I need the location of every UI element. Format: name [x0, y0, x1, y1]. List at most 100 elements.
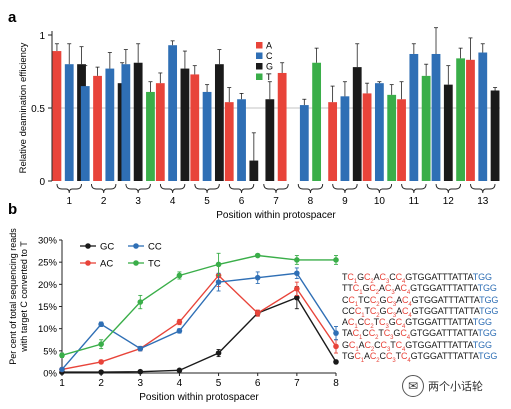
- data-point: [294, 270, 300, 277]
- legend-label: C: [266, 51, 273, 61]
- group-bracket: [366, 183, 393, 194]
- sequence-segment: GTGGATTTATTA: [411, 305, 480, 316]
- sequence-subscript: 2: [370, 346, 375, 353]
- data-point: [333, 257, 339, 263]
- sequence-segment: T: [378, 328, 384, 339]
- data-point: [294, 257, 300, 263]
- legend-label: G: [266, 62, 273, 72]
- legend-label: T: [266, 72, 272, 82]
- sequence-segment: T: [364, 305, 370, 316]
- x-tick-label: 1: [66, 196, 72, 207]
- sequence-segment: C: [347, 317, 355, 328]
- sequence-line: TC1GC2AC3CC4GTGGATTTATTATGG: [342, 272, 498, 285]
- bar: [328, 102, 338, 181]
- group-bracket: [194, 183, 220, 194]
- bar: [133, 62, 143, 181]
- sequence-segment: C: [357, 317, 365, 328]
- sequence-segment: C: [379, 272, 387, 282]
- x-tick-label: 12: [443, 196, 455, 207]
- sequence-segment: C: [379, 317, 386, 328]
- data-point: [98, 369, 104, 375]
- sequence-subscript: 2: [376, 312, 380, 319]
- y-axis-label: Relative deamination efficiency: [18, 42, 29, 173]
- sequence-segment: GTGGATTTATTA: [405, 339, 473, 350]
- x-axis-label: Position within protospacer: [139, 392, 259, 403]
- legend-label: CC: [148, 242, 162, 253]
- sequence-segment: A: [358, 339, 365, 350]
- sequence-segment: G: [388, 317, 396, 328]
- bar: [249, 160, 259, 181]
- data-point: [215, 279, 222, 285]
- sequence-segment: C: [400, 328, 407, 339]
- bar: [190, 74, 200, 181]
- group-bracket: [125, 183, 151, 194]
- group-bracket: [263, 183, 289, 194]
- x-tick-label: 2: [98, 378, 104, 389]
- legend-label: GC: [100, 242, 114, 253]
- sequence-segment: C: [386, 305, 393, 316]
- sequence-segment: C: [354, 305, 362, 316]
- x-tick-label: 4: [170, 196, 176, 207]
- group-bracket: [332, 183, 358, 194]
- group-bracket: [228, 183, 255, 194]
- series-line: [61, 272, 337, 370]
- bar: [224, 102, 234, 181]
- sequence-segment: C: [362, 328, 369, 339]
- data-point: [254, 274, 261, 281]
- bar: [202, 91, 212, 181]
- sequence-segment: TGG: [477, 283, 497, 294]
- y-axis-label: Per cent of total sequencing reads: [8, 228, 18, 365]
- bar: [277, 72, 287, 181]
- sequence-segment: C: [401, 351, 408, 362]
- data-point: [59, 366, 65, 373]
- group-bracket: [297, 183, 324, 194]
- sequence-line: TGC1AC2CC3TC4GTGGATTTATTATGG: [342, 351, 498, 364]
- y-tick-label: 15%: [38, 302, 58, 313]
- bar: [146, 91, 155, 181]
- y-tick-label: 20%: [38, 280, 58, 291]
- y-tick-label: 0.5: [31, 104, 45, 115]
- sequence-segment: GTGGATTTATTA: [405, 317, 473, 328]
- sequence-subscript: 2: [375, 335, 379, 342]
- sequence-segment: C: [342, 294, 349, 305]
- sequence-segment: A: [379, 283, 385, 294]
- group-bracket: [91, 183, 117, 194]
- data-point: [137, 345, 144, 352]
- panel-b-line-chart: b 0% 5% 10% 15% 20% 25% 30% 1 2 3 4 5 6 7 8 Position wit…: [8, 201, 339, 403]
- sequence-subscript: 1: [354, 301, 359, 308]
- legend-label: A: [266, 41, 272, 51]
- sequence-segment: C: [369, 283, 376, 294]
- bar: [352, 67, 362, 181]
- data-point: [59, 352, 65, 359]
- data-point: [215, 350, 222, 356]
- bar: [52, 51, 62, 182]
- sequence-subscript: 3: [391, 290, 395, 297]
- sequence-segment: C: [395, 272, 403, 282]
- sequence-segment: GTGGATTTATTA: [411, 294, 480, 305]
- sequence-segment: T: [395, 351, 402, 362]
- sequence-segment: T: [342, 272, 348, 282]
- y-tick-label: 10%: [38, 324, 58, 335]
- x-tick-label: 3: [138, 378, 144, 389]
- bar: [443, 84, 453, 181]
- sequence-subscript: 4: [408, 312, 412, 319]
- legend-marker: [133, 243, 139, 249]
- y-tick-label: 0: [39, 177, 45, 188]
- y-tick-label: 25%: [38, 258, 58, 269]
- data-point: [333, 330, 339, 336]
- bar: [490, 90, 500, 181]
- sequence-segment: C: [348, 294, 355, 305]
- x-tick-label: 4: [177, 378, 183, 389]
- bar: [421, 75, 431, 181]
- sequence-subscript: 1: [361, 312, 365, 319]
- sequence-segment: C: [363, 317, 371, 328]
- x-tick-label: 11: [409, 196, 420, 207]
- sequence-segment: C: [364, 339, 371, 350]
- legend-swatch: [256, 52, 263, 59]
- sequence-subscript: 4: [402, 278, 406, 285]
- sequence-segment: C: [380, 339, 388, 350]
- sequence-segment: GTGGATTTATTA: [410, 351, 479, 362]
- data-point: [98, 321, 104, 328]
- sequence-subscript: 2: [376, 357, 380, 364]
